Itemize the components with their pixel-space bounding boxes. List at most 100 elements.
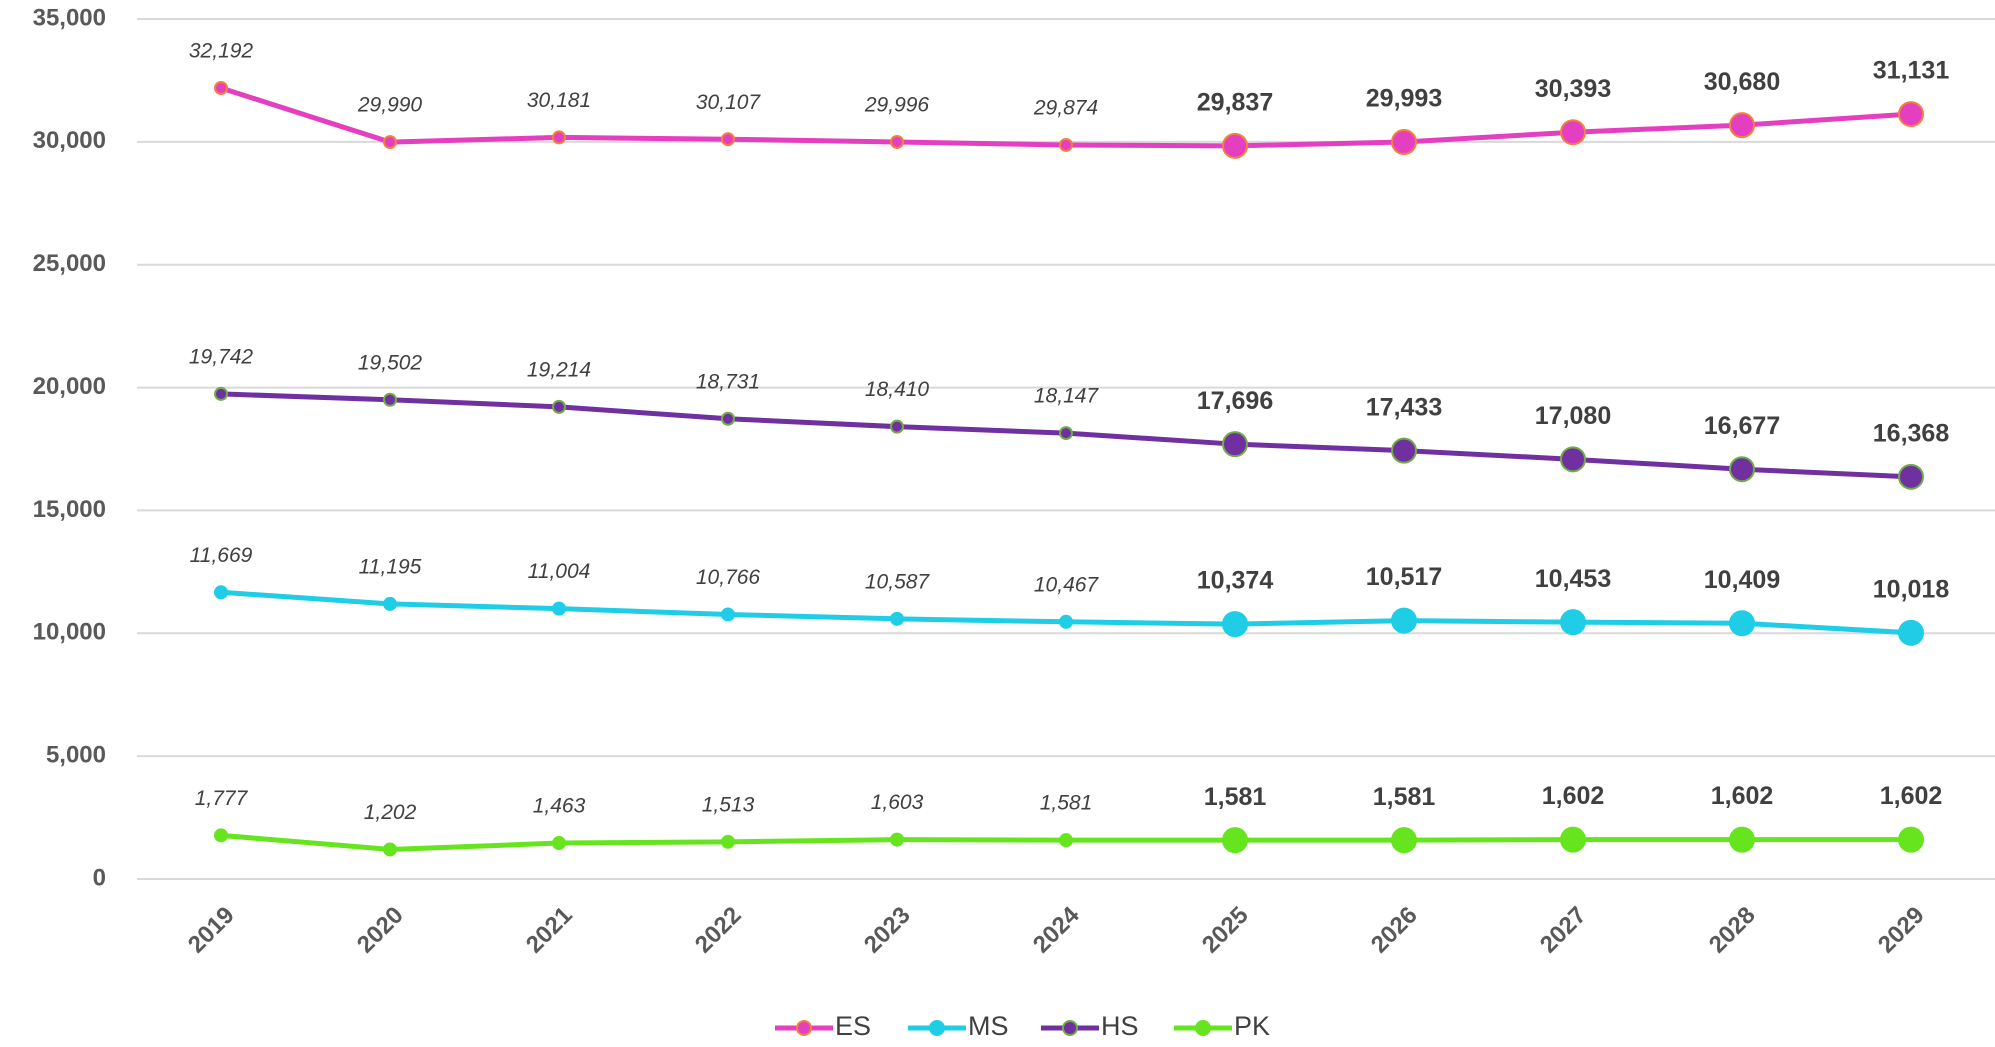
data-label: 11,669 bbox=[190, 544, 253, 567]
y-tick-label: 0 bbox=[93, 864, 106, 891]
point bbox=[1391, 437, 1417, 464]
point bbox=[1729, 826, 1755, 853]
x-tick-label: 2020 bbox=[352, 902, 409, 959]
data-label: 30,107 bbox=[696, 91, 762, 114]
point bbox=[214, 585, 228, 600]
legend-label: PK bbox=[1234, 1011, 1270, 1041]
point bbox=[721, 132, 735, 147]
data-label: 18,147 bbox=[1034, 385, 1100, 408]
point bbox=[214, 80, 228, 95]
data-label: 29,837 bbox=[1197, 88, 1273, 116]
point bbox=[552, 130, 566, 145]
x-tick-label: 2022 bbox=[690, 902, 747, 959]
data-label: 29,996 bbox=[864, 94, 930, 117]
point bbox=[1560, 446, 1586, 473]
y-tick-label: 30,000 bbox=[33, 127, 106, 154]
point bbox=[1059, 833, 1073, 848]
legend-label: HS bbox=[1101, 1011, 1139, 1041]
point bbox=[1391, 607, 1417, 634]
point bbox=[552, 836, 566, 851]
point bbox=[890, 611, 904, 626]
point bbox=[1729, 456, 1755, 483]
data-label: 1,581 bbox=[1204, 783, 1267, 811]
point bbox=[1729, 112, 1755, 139]
x-tick-label: 2029 bbox=[1873, 902, 1930, 959]
point bbox=[1898, 826, 1924, 853]
data-label: 10,409 bbox=[1704, 566, 1780, 594]
data-label: 32,192 bbox=[189, 40, 254, 63]
point bbox=[1560, 119, 1586, 146]
y-tick-label: 25,000 bbox=[33, 250, 106, 277]
data-label: 18,410 bbox=[865, 378, 930, 401]
legend-item: HS bbox=[1041, 1011, 1139, 1041]
y-tick-label: 35,000 bbox=[33, 4, 106, 31]
legend-marker bbox=[796, 1020, 812, 1036]
x-tick-label: 2024 bbox=[1028, 901, 1085, 958]
legend-label: MS bbox=[968, 1011, 1009, 1041]
point bbox=[383, 596, 397, 611]
data-label: 10,766 bbox=[696, 566, 761, 589]
point bbox=[1560, 826, 1586, 853]
x-tick-label: 2019 bbox=[183, 902, 240, 959]
point bbox=[1222, 611, 1248, 638]
point bbox=[1059, 614, 1073, 629]
point bbox=[1729, 610, 1755, 637]
x-tick-label: 2027 bbox=[1535, 902, 1592, 959]
data-label: 1,603 bbox=[871, 791, 924, 814]
y-tick-label: 20,000 bbox=[33, 373, 106, 400]
data-label: 1,202 bbox=[364, 801, 417, 824]
data-label: 30,680 bbox=[1704, 68, 1780, 96]
data-label: 1,513 bbox=[702, 793, 755, 816]
x-tick-label: 2023 bbox=[859, 902, 916, 959]
y-tick-label: 15,000 bbox=[33, 496, 106, 523]
point bbox=[383, 392, 397, 407]
data-label: 10,453 bbox=[1535, 565, 1611, 593]
data-label: 11,195 bbox=[359, 555, 422, 578]
legend-item: MS bbox=[908, 1011, 1009, 1041]
data-label: 29,874 bbox=[1033, 97, 1098, 120]
point bbox=[890, 832, 904, 847]
data-label: 1,581 bbox=[1373, 783, 1436, 811]
point bbox=[552, 399, 566, 414]
data-label: 18,731 bbox=[696, 370, 760, 393]
point bbox=[1222, 431, 1248, 458]
point bbox=[383, 842, 397, 857]
point bbox=[1898, 101, 1924, 128]
point bbox=[1222, 827, 1248, 854]
data-label: 1,602 bbox=[1542, 782, 1605, 810]
data-label: 30,181 bbox=[527, 89, 591, 112]
point bbox=[721, 834, 735, 849]
data-label: 19,214 bbox=[527, 358, 591, 381]
data-label: 17,080 bbox=[1535, 402, 1611, 430]
x-tick-label: 2025 bbox=[1197, 902, 1254, 959]
point bbox=[1059, 137, 1073, 152]
data-label: 16,677 bbox=[1704, 412, 1780, 440]
legend-item: ES bbox=[775, 1011, 871, 1041]
legend-item: PK bbox=[1174, 1011, 1270, 1041]
data-label: 1,581 bbox=[1040, 792, 1093, 815]
data-label: 1,602 bbox=[1880, 782, 1943, 810]
point bbox=[1059, 426, 1073, 441]
point bbox=[1898, 463, 1924, 490]
y-tick-label: 5,000 bbox=[46, 741, 106, 768]
data-label: 19,502 bbox=[358, 351, 423, 374]
data-label: 17,696 bbox=[1197, 387, 1273, 415]
point bbox=[214, 828, 228, 843]
point bbox=[1391, 129, 1417, 156]
data-label: 17,433 bbox=[1366, 393, 1442, 421]
legend-marker bbox=[1062, 1020, 1078, 1036]
legend-marker bbox=[929, 1020, 945, 1036]
data-label: 1,463 bbox=[533, 795, 586, 818]
data-label: 30,393 bbox=[1535, 75, 1611, 103]
data-label: 29,993 bbox=[1366, 85, 1442, 113]
data-label: 11,004 bbox=[528, 560, 591, 583]
point bbox=[1560, 609, 1586, 636]
data-label: 10,517 bbox=[1366, 563, 1442, 591]
data-label: 10,018 bbox=[1873, 575, 1950, 603]
data-label: 10,467 bbox=[1034, 573, 1100, 596]
x-tick-label: 2026 bbox=[1366, 902, 1423, 959]
point bbox=[721, 411, 735, 426]
point bbox=[721, 607, 735, 622]
legend-marker bbox=[1195, 1020, 1211, 1036]
